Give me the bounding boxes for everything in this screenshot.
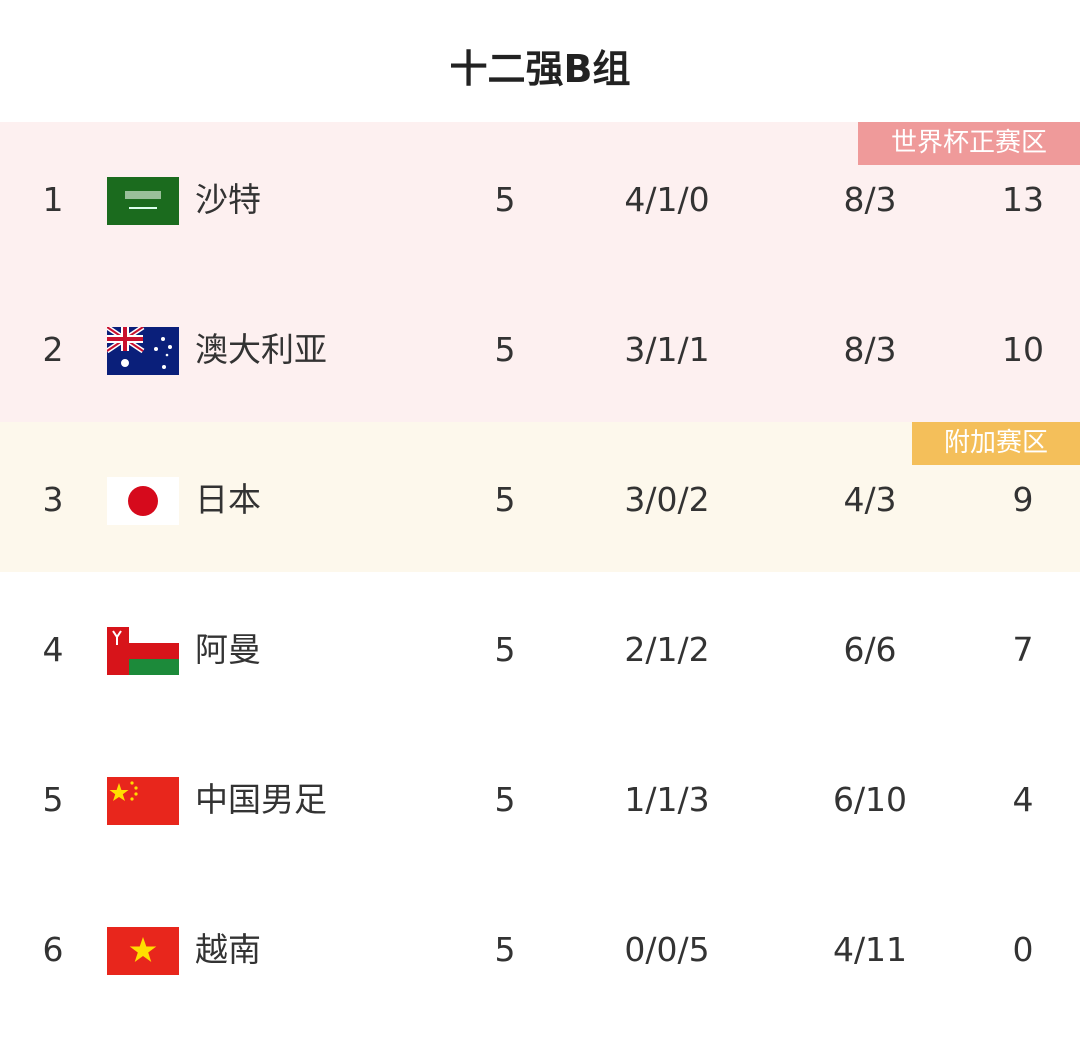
win-draw-loss: 4/1/0	[624, 180, 710, 219]
japan-flag	[107, 477, 179, 525]
oman-flag	[107, 627, 179, 675]
australia-flag	[107, 327, 179, 375]
goals: 6/10	[832, 780, 908, 819]
table-row[interactable]: 6 越南 5 0/0/5 4/11 0	[0, 875, 1080, 1025]
table-row[interactable]: 2 澳大利亚 5 3/1/1 8/3 10	[0, 275, 1080, 425]
team-name: 沙特	[195, 180, 261, 219]
goals: 6/6	[843, 630, 897, 669]
rank: 4	[42, 630, 64, 669]
team-name: 阿曼	[195, 630, 261, 669]
saudi-arabia-flag	[107, 177, 179, 225]
rank: 6	[42, 930, 64, 969]
rank: 3	[42, 480, 64, 519]
rank: 2	[42, 330, 64, 369]
goals: 4/11	[832, 930, 908, 969]
team-name: 日本	[195, 480, 261, 519]
rank: 1	[42, 180, 64, 219]
played: 5	[494, 480, 516, 519]
goals: 4/3	[843, 480, 897, 519]
table-row[interactable]: 3 日本 5 3/0/2 4/3 9	[0, 425, 1080, 575]
points: 4	[1012, 780, 1034, 819]
played: 5	[494, 330, 516, 369]
points: 13	[1002, 180, 1044, 219]
win-draw-loss: 3/0/2	[624, 480, 710, 519]
goals: 8/3	[843, 330, 897, 369]
world-cup-zone	[0, 122, 1080, 422]
page-title: 十二强B组	[449, 47, 631, 91]
points: 9	[1012, 480, 1034, 519]
world-cup-zone-badge: 世界杯正赛区	[858, 122, 1080, 165]
win-draw-loss: 3/1/1	[624, 330, 710, 369]
win-draw-loss: 0/0/5	[624, 930, 710, 969]
points: 10	[1002, 330, 1044, 369]
table-row[interactable]: 1 沙特 5 4/1/0 8/3 13	[0, 125, 1080, 275]
china-flag	[107, 777, 179, 825]
playoff-zone-badge: 附加赛区	[912, 422, 1080, 465]
table-row[interactable]: 5 中国男足 5 1/1/3 6/10 4	[0, 725, 1080, 875]
win-draw-loss: 1/1/3	[624, 780, 710, 819]
team-name: 澳大利亚	[195, 330, 327, 369]
played: 5	[494, 180, 516, 219]
playoff-zone	[0, 422, 1080, 572]
played: 5	[494, 930, 516, 969]
points: 0	[1012, 930, 1034, 969]
played: 5	[494, 780, 516, 819]
vietnam-flag	[107, 927, 179, 975]
goals: 8/3	[843, 180, 897, 219]
team-name: 越南	[195, 930, 261, 969]
win-draw-loss: 2/1/2	[624, 630, 710, 669]
played: 5	[494, 630, 516, 669]
rank: 5	[42, 780, 64, 819]
team-name: 中国男足	[195, 780, 327, 819]
table-row[interactable]: 4 阿曼 5 2/1/2 6/6 7	[0, 575, 1080, 725]
points: 7	[1012, 630, 1034, 669]
